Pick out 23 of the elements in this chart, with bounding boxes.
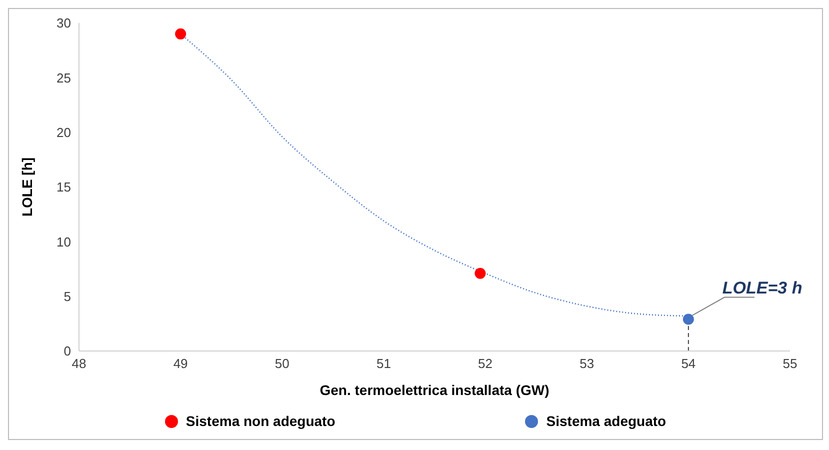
y-tick-label: 20 xyxy=(56,124,71,140)
y-tick-label: 5 xyxy=(64,288,71,304)
y-tick-label: 0 xyxy=(64,344,71,359)
legend-label: Sistema adeguato xyxy=(546,413,666,429)
x-tick-label: 50 xyxy=(274,356,290,372)
point xyxy=(474,268,486,279)
y-tick-label: 30 xyxy=(56,16,71,31)
x-tick-label: 53 xyxy=(580,356,594,372)
x-tick-label: 54 xyxy=(681,356,696,372)
y-tick-label: 15 xyxy=(56,180,71,195)
x-tick-label: 48 xyxy=(72,356,86,372)
annotation: LOLE=3 h xyxy=(722,278,802,298)
x-tick-label: 51 xyxy=(376,356,391,372)
x-axis-title: Gen. termoelettrica installata (GW) xyxy=(320,382,550,398)
x-tick-label: 49 xyxy=(173,356,188,372)
y-axis-title: LOLE [h] xyxy=(18,157,35,217)
point xyxy=(175,28,186,40)
point xyxy=(682,314,694,325)
x-tick-label: 55 xyxy=(782,356,798,372)
y-tick-label: 25 xyxy=(56,70,71,86)
x-tick-label: 52 xyxy=(478,356,493,372)
y-tick-label: 10 xyxy=(56,234,71,250)
legend-label: Sistema non adeguato xyxy=(186,413,336,429)
